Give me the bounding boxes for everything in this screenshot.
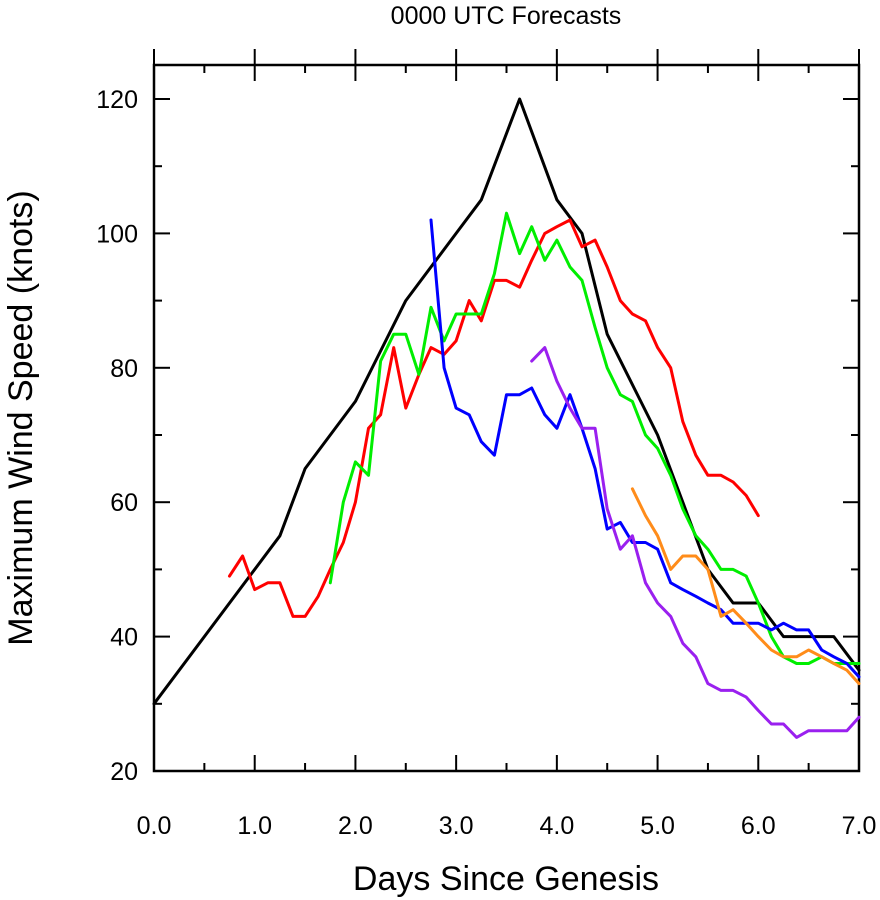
y-tick-label: 40 (110, 624, 138, 652)
y-tick-label: 80 (110, 355, 138, 383)
y-tick-label: 20 (110, 758, 138, 786)
x-tick-label: 0.0 (137, 812, 172, 840)
y-tick-label: 60 (110, 489, 138, 517)
series-line-1 (152, 97, 861, 706)
y-tick-label: 100 (96, 220, 138, 248)
x-tick-label: 2.0 (338, 812, 373, 840)
x-tick-label: 6.0 (741, 812, 776, 840)
axis-ticks: 0.0 1.0 2.0 3.0 4.0 5.0 6.0 7.0 20 40 60 80 100 120 (96, 49, 876, 840)
x-tick-label: 5.0 (640, 812, 675, 840)
series-line-4 (429, 218, 861, 679)
x-tick-label: 1.0 (237, 812, 272, 840)
x-axis-title: Days Since Genesis (353, 860, 659, 898)
x-tick-label: 4.0 (539, 812, 574, 840)
y-tick-label: 120 (96, 86, 138, 114)
x-tick-label: 7.0 (842, 812, 877, 840)
series-line-6 (630, 487, 861, 686)
series-line-3 (328, 211, 861, 665)
chart-title: 0000 UTC Forecasts (391, 2, 622, 30)
series-group (152, 97, 861, 739)
x-tick-label: 3.0 (439, 812, 474, 840)
series-line-5 (530, 346, 861, 739)
y-axis-title: Maximum Wind Speed (knots) (2, 190, 40, 645)
series-line-2 (228, 218, 760, 618)
plot-frame (152, 63, 861, 773)
